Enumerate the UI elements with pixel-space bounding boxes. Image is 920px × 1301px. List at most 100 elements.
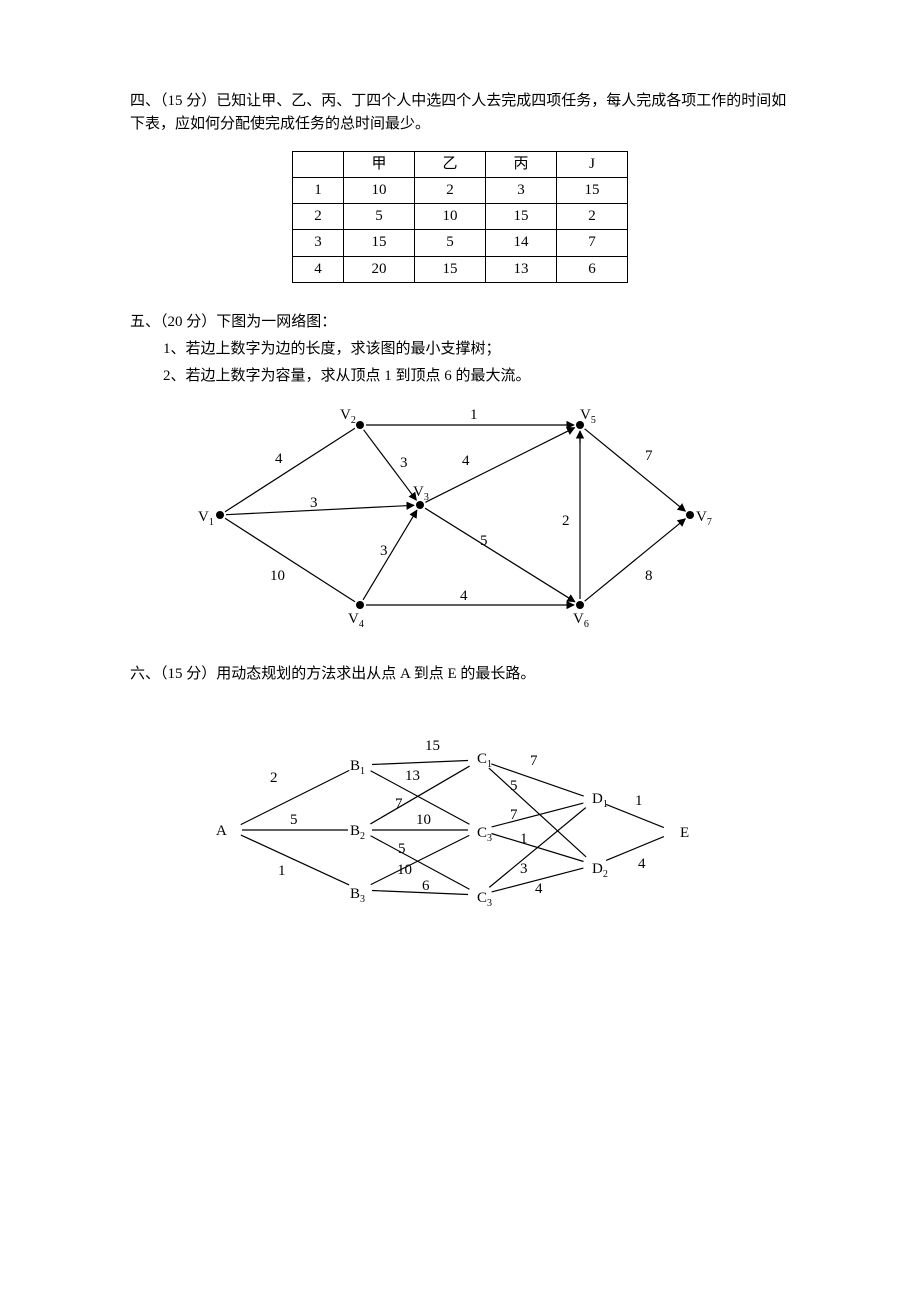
edge-weight: 5 — [510, 778, 518, 794]
edge-weight: 4 — [275, 451, 283, 467]
node-label: C3 — [477, 890, 492, 909]
node-label: A — [216, 823, 227, 839]
edge-weight: 10 — [397, 862, 412, 878]
graph-node — [216, 511, 224, 519]
edge-weight: 10 — [270, 568, 285, 584]
edge-weight: 4 — [460, 588, 468, 604]
node-label: B3 — [350, 886, 365, 905]
graph-edge — [371, 835, 470, 884]
q4-heading: 四、（15 分）已知让甲、乙、丙、丁四个人中选四个人去完成四项任务，每人完成各项… — [130, 90, 790, 137]
edge-weight: 13 — [405, 768, 420, 784]
table-cell: 2 — [415, 177, 486, 203]
q5-heading: 五、（20 分）下图为一网络图： — [130, 311, 790, 334]
graph-edge — [606, 837, 664, 861]
table-cell: 15 — [415, 256, 486, 282]
q5-network-graph: 4310314534278V1V2V3V4V5V6V7 — [180, 395, 740, 635]
th: J — [557, 151, 628, 177]
edge-weight: 1 — [470, 407, 478, 423]
graph-edge — [425, 427, 574, 502]
table-cell: 3 — [293, 230, 344, 256]
graph-edge — [492, 803, 584, 827]
edge-weight: 1 — [635, 793, 643, 809]
edge-weight: 5 — [398, 841, 406, 857]
table-cell: 1 — [293, 177, 344, 203]
node-label: B2 — [350, 823, 365, 842]
edge-weight: 15 — [425, 738, 440, 754]
table-cell: 20 — [344, 256, 415, 282]
graph-edge — [372, 890, 468, 894]
node-label: V7 — [696, 509, 712, 528]
graph-edge — [364, 429, 417, 499]
table-row: 2510152 — [293, 204, 628, 230]
graph-node — [686, 511, 694, 519]
node-label: D2 — [592, 861, 608, 880]
graph-edge — [371, 836, 470, 890]
node-label: C1 — [477, 751, 492, 770]
th: 甲 — [344, 151, 415, 177]
table-cell: 13 — [486, 256, 557, 282]
table-cell: 5 — [415, 230, 486, 256]
edge-weight: 1 — [278, 863, 286, 879]
edge-weight: 3 — [380, 543, 388, 559]
q5-line2: 2、若边上数字为容量，求从顶点 1 到顶点 6 的最大流。 — [130, 365, 790, 388]
graph-edge — [585, 518, 686, 600]
table-row: 3155147 — [293, 230, 628, 256]
table-cell: 14 — [486, 230, 557, 256]
graph-edge — [226, 505, 414, 514]
th: 乙 — [415, 151, 486, 177]
edge-weight: 8 — [645, 568, 653, 584]
graph-edge — [425, 508, 575, 602]
node-label: V4 — [348, 611, 364, 630]
node-label: C3 — [477, 825, 492, 844]
table-cell: 10 — [344, 177, 415, 203]
graph-edge — [491, 764, 583, 796]
edge-weight: 5 — [290, 812, 298, 828]
graph-edge — [585, 428, 686, 510]
edge-weight: 4 — [462, 453, 470, 469]
table-cell: 15 — [557, 177, 628, 203]
q6-graph-wrap: 2511513710510675713414AB1B2B3C1C3C3D1D2E — [130, 720, 790, 928]
graph-node — [416, 501, 424, 509]
exam-page: 四、（15 分）已知让甲、乙、丙、丁四个人中选四个人去完成四项任务，每人完成各项… — [0, 0, 920, 1301]
edge-weight: 7 — [510, 807, 518, 823]
table-cell: 15 — [344, 230, 415, 256]
graph-node — [356, 601, 364, 609]
edge-weight: 6 — [422, 878, 430, 894]
node-label: B1 — [350, 758, 365, 777]
table-cell: 3 — [486, 177, 557, 203]
graph-edge — [241, 835, 349, 885]
graph-edge — [225, 428, 355, 512]
edge-weight: 2 — [562, 513, 570, 529]
node-label: V2 — [340, 407, 356, 426]
node-label: V1 — [198, 509, 214, 528]
edge-weight: 3 — [400, 455, 408, 471]
edge-weight: 4 — [638, 856, 646, 872]
th — [293, 151, 344, 177]
graph-edge — [372, 760, 468, 764]
edge-weight: 1 — [520, 831, 528, 847]
graph-edge — [489, 808, 585, 888]
table-cell: 5 — [344, 204, 415, 230]
table-header-row: 甲 乙 丙 J — [293, 151, 628, 177]
table-cell: 7 — [557, 230, 628, 256]
graph-edge — [225, 518, 355, 602]
node-label: D1 — [592, 791, 608, 810]
edge-weight: 5 — [480, 533, 488, 549]
graph-node — [576, 601, 584, 609]
table-cell: 4 — [293, 256, 344, 282]
node-label: V6 — [573, 611, 589, 630]
graph-edge — [363, 510, 417, 600]
edge-weight: 4 — [535, 881, 543, 897]
table-row: 1102315 — [293, 177, 628, 203]
edge-weight: 7 — [645, 448, 653, 464]
table-cell: 10 — [415, 204, 486, 230]
th: 丙 — [486, 151, 557, 177]
graph-edge — [489, 768, 586, 857]
edge-weight: 7 — [530, 753, 538, 769]
node-label: V3 — [413, 484, 429, 503]
table-cell: 6 — [557, 256, 628, 282]
table-row: 42015136 — [293, 256, 628, 282]
q4-table: 甲 乙 丙 J 11023152510152315514742015136 — [292, 151, 628, 283]
edge-weight: 2 — [270, 770, 278, 786]
table-cell: 2 — [293, 204, 344, 230]
